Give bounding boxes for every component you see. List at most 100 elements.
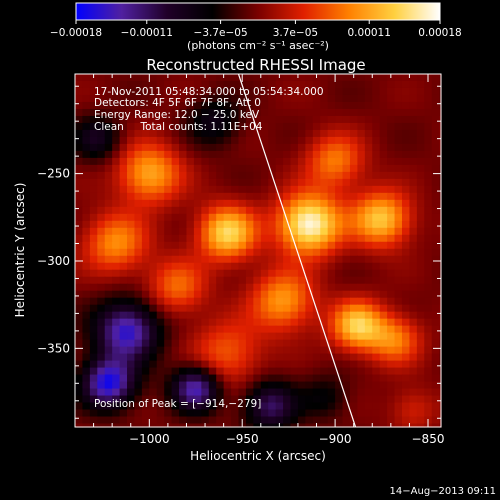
heatmap-cell: [379, 234, 388, 243]
heatmap-cell: [193, 332, 202, 341]
heatmap-cell: [364, 94, 373, 103]
heatmap-cell: [335, 388, 344, 397]
heatmap-cell: [141, 325, 150, 334]
heatmap-cell: [312, 269, 321, 278]
heatmap-cell: [179, 318, 188, 327]
heatmap-cell: [275, 129, 284, 138]
heatmap-cell: [164, 185, 173, 194]
heatmap-cell: [75, 101, 84, 110]
heatmap-cell: [186, 269, 195, 278]
heatmap-cell: [424, 178, 433, 187]
heatmap-cell: [127, 150, 136, 159]
heatmap-cell: [424, 164, 433, 173]
heatmap-cell: [394, 241, 403, 250]
heatmap-cell: [186, 262, 195, 271]
heatmap-cell: [364, 297, 373, 306]
heatmap-cell: [171, 199, 180, 208]
heatmap-cell: [297, 178, 306, 187]
heatmap-cell: [149, 388, 158, 397]
heatmap-cell: [171, 297, 180, 306]
heatmap-cell: [297, 332, 306, 341]
heatmap-cell: [275, 108, 284, 117]
heatmap-cell: [327, 374, 336, 383]
heatmap-cell: [208, 157, 217, 166]
heatmap-cell: [394, 94, 403, 103]
heatmap-cell: [364, 234, 373, 243]
heatmap-cell: [186, 297, 195, 306]
heatmap-cell: [223, 297, 232, 306]
heatmap-cell: [342, 248, 351, 257]
heatmap-cell: [424, 122, 433, 131]
heatmap-cell: [335, 227, 344, 236]
heatmap-cell: [82, 143, 91, 152]
heatmap-cell: [104, 318, 113, 327]
heatmap-cell: [231, 255, 240, 264]
heatmap-cell: [208, 388, 217, 397]
heatmap-cell: [409, 276, 418, 285]
heatmap-cell: [141, 241, 150, 250]
heatmap-cell: [357, 290, 366, 299]
heatmap-cell: [89, 136, 98, 145]
heatmap-cell: [156, 297, 165, 306]
heatmap-cell: [290, 74, 299, 82]
heatmap-cell: [268, 157, 277, 166]
heatmap-cell: [439, 178, 442, 187]
heatmap-cell: [394, 227, 403, 236]
heatmap-cell: [141, 129, 150, 138]
heatmap-cell: [372, 185, 381, 194]
heatmap-cell: [201, 122, 210, 131]
heatmap-cell: [379, 143, 388, 152]
heatmap-cell: [312, 311, 321, 320]
heatmap-cell: [112, 304, 121, 313]
heatmap-cell: [171, 304, 180, 313]
heatmap-cell: [134, 255, 143, 264]
heatmap-cell: [231, 80, 240, 89]
heatmap-cell: [127, 269, 136, 278]
heatmap-cell: [260, 108, 269, 117]
heatmap-cell: [357, 227, 366, 236]
heatmap-cell: [104, 206, 113, 215]
heatmap-cell: [260, 269, 269, 278]
heatmap-cell: [112, 381, 121, 390]
heatmap-cell: [401, 220, 411, 229]
heatmap-cell: [409, 360, 418, 369]
heatmap-cell: [193, 311, 202, 320]
heatmap-cell: [320, 122, 329, 131]
heatmap-cell: [439, 339, 442, 348]
heatmap-cell: [193, 164, 202, 173]
heatmap-cell: [171, 402, 180, 411]
heatmap-cell: [320, 80, 329, 89]
heatmap-cell: [238, 101, 247, 110]
heatmap-cell: [320, 157, 329, 166]
heatmap-cell: [245, 199, 254, 208]
heatmap-cell: [97, 283, 106, 292]
heatmap-cell: [149, 143, 158, 152]
heatmap-cell: [201, 178, 210, 187]
heatmap-cell: [149, 381, 158, 390]
heatmap-cell: [387, 143, 396, 152]
heatmap-cell: [268, 353, 277, 362]
heatmap-cell: [305, 220, 314, 229]
heatmap-cell: [216, 255, 225, 264]
heatmap-cell: [364, 283, 373, 292]
heatmap-cell: [379, 178, 388, 187]
heatmap-cell: [320, 416, 329, 425]
heatmap-cell: [75, 234, 84, 243]
heatmap-cell: [320, 402, 329, 411]
heatmap-cell: [179, 423, 188, 428]
heatmap-cell: [208, 115, 217, 124]
heatmap-cell: [260, 248, 269, 257]
heatmap-cell: [349, 269, 358, 278]
heatmap-cell: [179, 234, 188, 243]
heatmap-cell: [394, 311, 403, 320]
heatmap-cell: [223, 339, 232, 348]
heatmap-cell: [119, 269, 128, 278]
heatmap-cell: [208, 171, 217, 180]
heatmap-cell: [179, 199, 188, 208]
heatmap-cell: [335, 297, 344, 306]
heatmap-cell: [335, 192, 344, 201]
heatmap-cell: [409, 220, 418, 229]
heatmap-cell: [387, 304, 396, 313]
heatmap-cell: [164, 241, 173, 250]
heatmap-cell: [409, 227, 418, 236]
